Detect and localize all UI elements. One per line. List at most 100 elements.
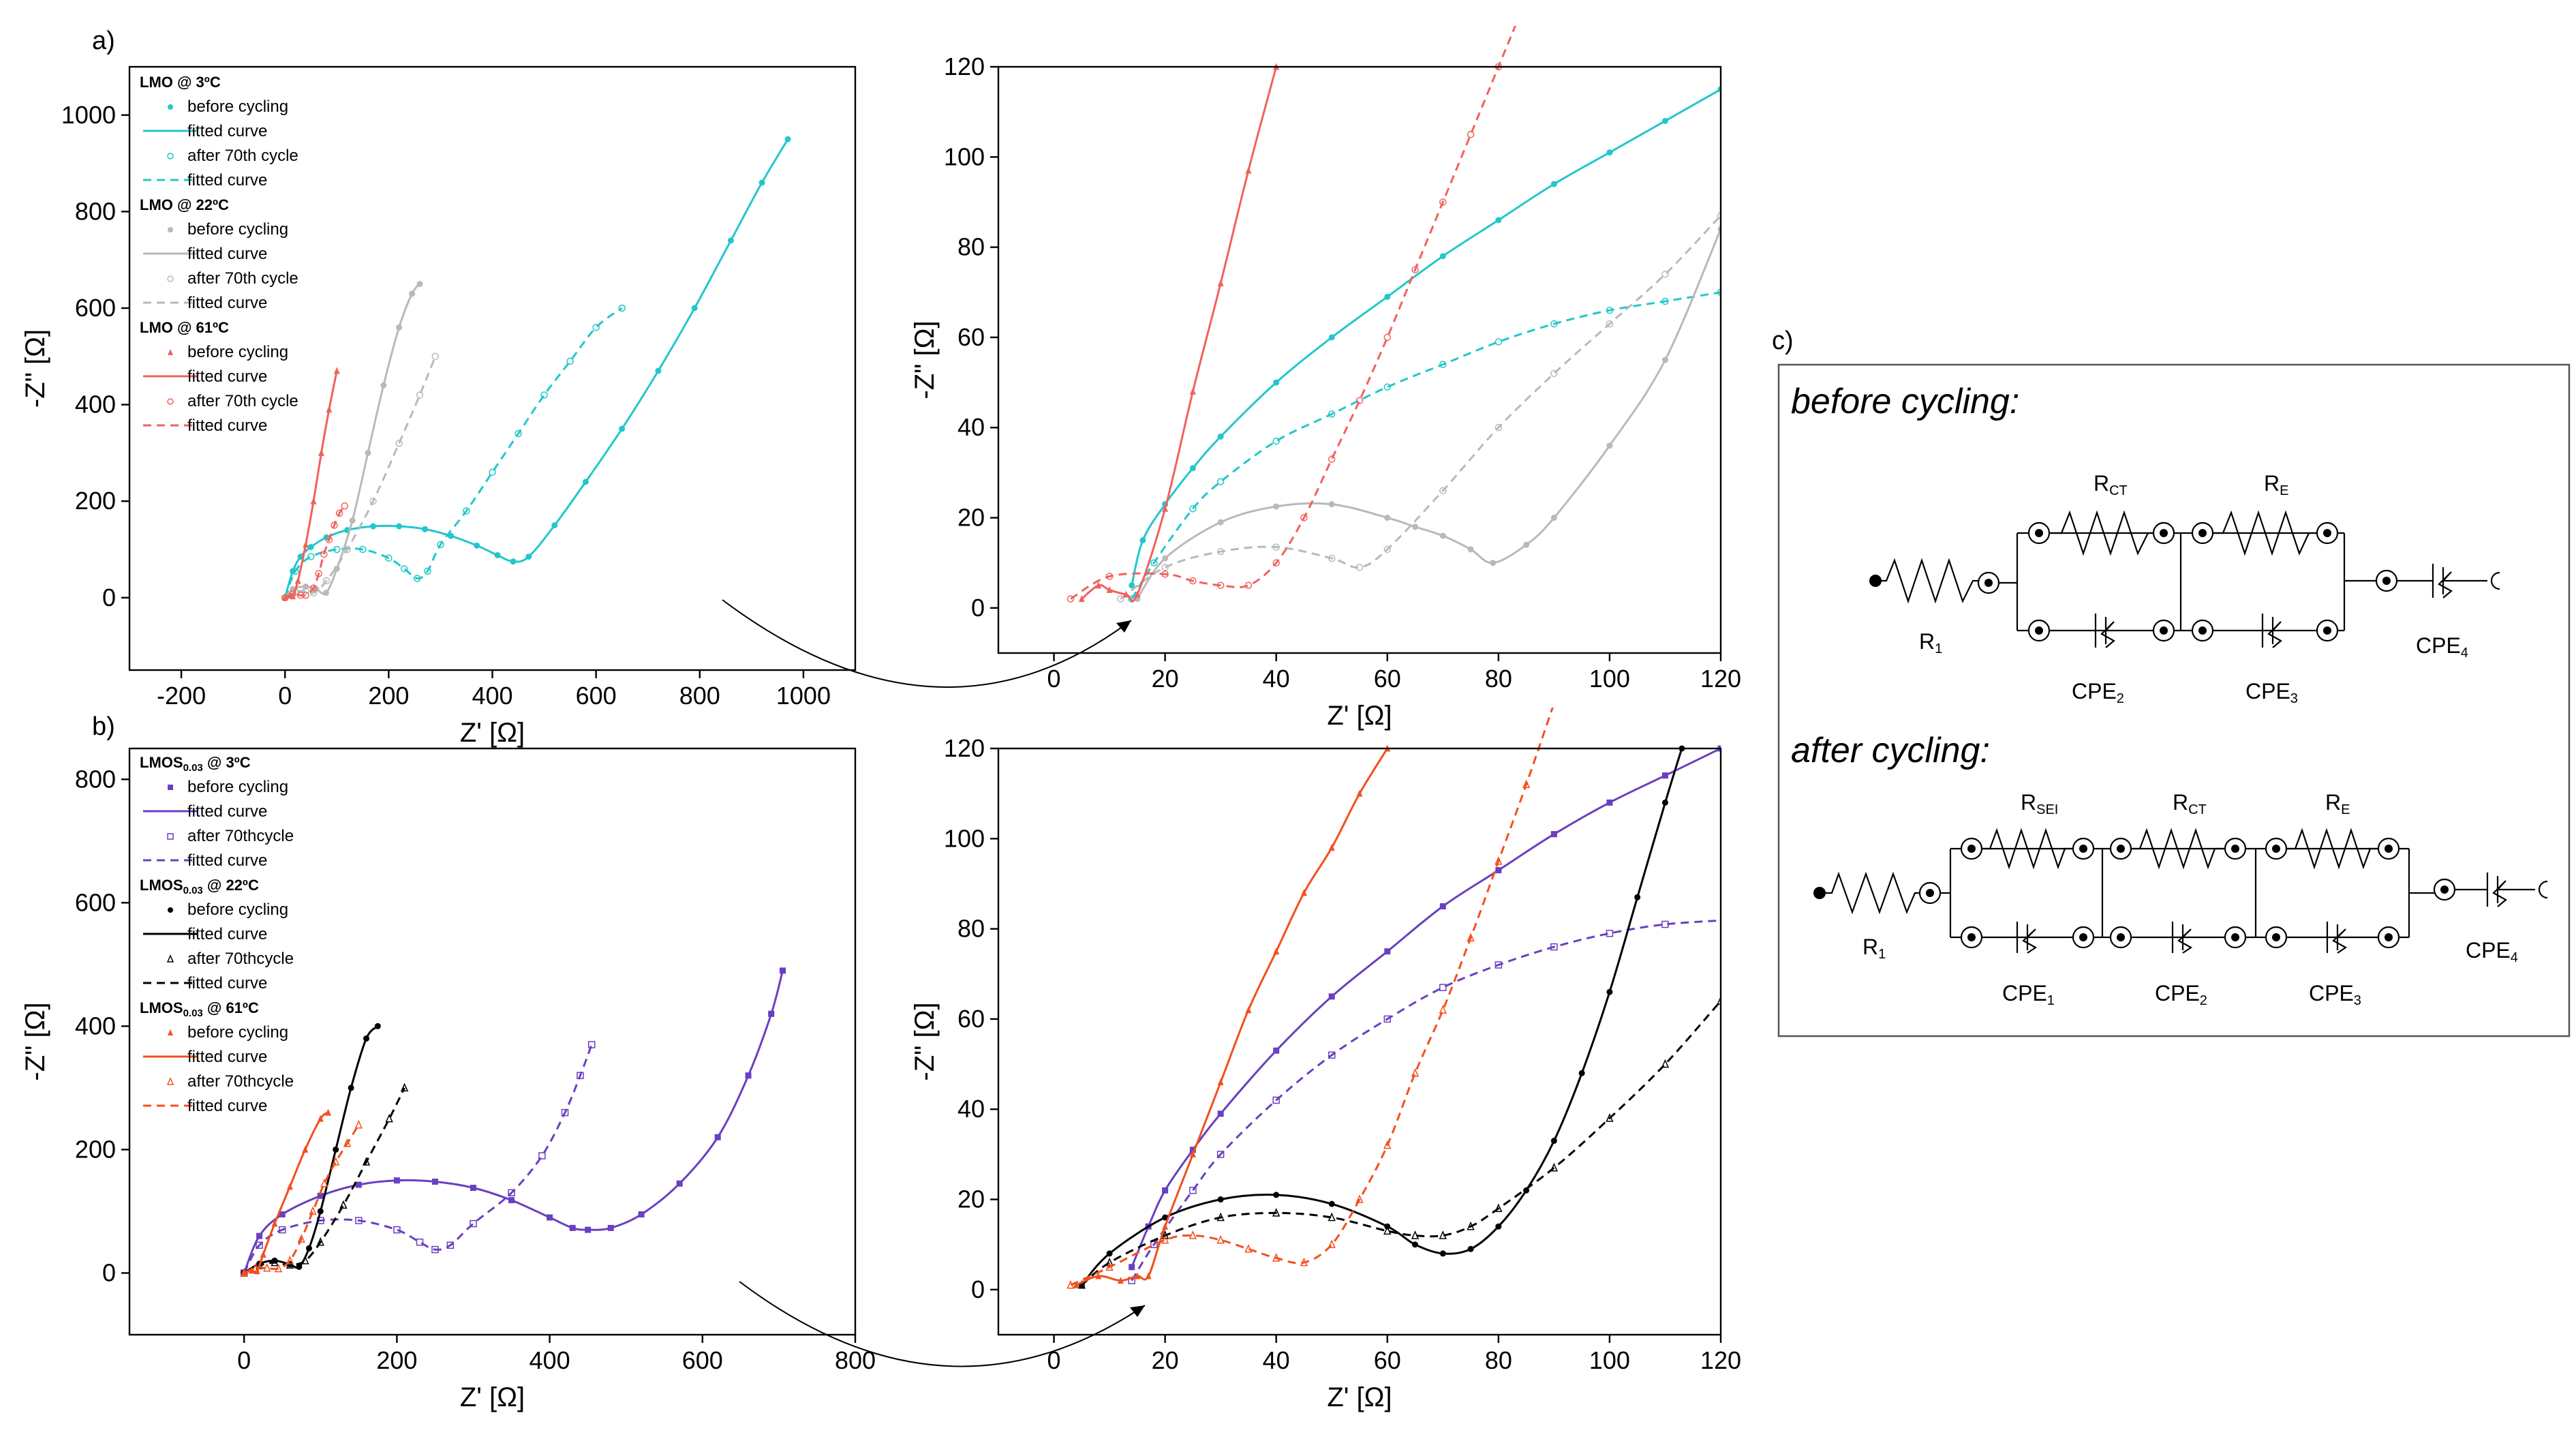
legend-label: fitted curve [187, 416, 267, 435]
data-point [302, 592, 309, 599]
data-point [1439, 1005, 1447, 1014]
data-point [1439, 487, 1447, 495]
data-point [1273, 503, 1280, 510]
data-point [355, 1181, 362, 1188]
data-point [292, 567, 299, 575]
x-tick-label: 0 [1047, 1346, 1061, 1374]
node [2377, 926, 2400, 949]
data-point [317, 1115, 324, 1122]
legend-label: after 70th cycle [187, 392, 298, 410]
data-point [1216, 581, 1225, 590]
data-point [1661, 920, 1669, 928]
data-point [780, 967, 786, 974]
legend-label: fitted curve [187, 925, 267, 943]
x-tick-label: 60 [1374, 1346, 1401, 1374]
circuit-before: R1 RCT RE CPE2 CPE3 CPE4 [1869, 471, 2500, 706]
data-point [302, 587, 309, 595]
data-point [393, 1177, 400, 1184]
x-tick-label: 600 [576, 682, 617, 710]
data-point [289, 590, 296, 598]
series-lmos-3-c-before-cycling [241, 967, 786, 1276]
data-point [1550, 1162, 1559, 1172]
y-tick-label: 120 [944, 734, 985, 762]
zoom-arrow-b-head [1130, 1305, 1145, 1317]
series-line [1131, 291, 1721, 600]
data-point [263, 1262, 271, 1272]
node [2027, 619, 2051, 642]
data-point [525, 554, 532, 560]
data-point [1494, 423, 1503, 431]
data-point [494, 551, 501, 558]
data-point [1494, 856, 1503, 865]
data-point [1328, 455, 1336, 463]
data-point [1412, 524, 1419, 530]
node [2109, 837, 2132, 860]
data-point [1067, 1279, 1075, 1289]
data-point [1383, 1226, 1392, 1235]
data-point [1384, 515, 1391, 521]
legend-label: after 70th cycle [187, 147, 298, 165]
cpe4-icon [2455, 873, 2548, 907]
data-point [1439, 1250, 1446, 1257]
data-point [1606, 149, 1613, 156]
legend-heading-tail: @ 61ºC [203, 999, 259, 1016]
y-axis-title: -Z" [Ω] [910, 1002, 940, 1080]
cpe3-icon [2326, 922, 2348, 954]
data-point [335, 509, 343, 517]
data-point [307, 553, 315, 560]
data-point [256, 1241, 263, 1249]
data-point [168, 349, 173, 355]
legend-heading-sub: 0.03 [183, 762, 203, 774]
legend-label: after 70thcycle [187, 1072, 294, 1091]
legend-label: before cycling [187, 97, 288, 116]
data-point [1077, 1279, 1086, 1289]
data-point [638, 1211, 645, 1217]
data-point [1300, 889, 1307, 896]
chart-a-full: -200 0 200 400 600 800 1000 0 200 400 600 800 1000 Z'… [20, 65, 857, 748]
series-line [243, 1087, 405, 1274]
legend-heading-text: LMO @ 3ºC [140, 74, 221, 91]
data-point [1661, 271, 1669, 278]
data-point [1523, 0, 1529, 2]
legend-label: fitted curve [187, 802, 267, 821]
legend-label: fitted curve [187, 1048, 267, 1066]
data-point [1300, 1257, 1308, 1267]
resistor-rct [2049, 510, 2155, 556]
data-point [577, 1072, 584, 1080]
data-point [316, 1237, 324, 1246]
series-line [284, 505, 346, 599]
series-line [1131, 747, 1721, 1268]
data-point [587, 1041, 596, 1048]
y-tick-label: 40 [957, 1095, 985, 1123]
data-point [1490, 560, 1497, 566]
data-point [409, 290, 416, 297]
data-point [279, 1211, 286, 1217]
data-point [1550, 320, 1558, 328]
x-tick-label: 20 [1152, 665, 1179, 693]
y-tick-label: 100 [944, 824, 985, 852]
data-point [1162, 1214, 1169, 1221]
x-tick-label: 100 [1589, 1346, 1630, 1374]
data-point [1328, 334, 1335, 341]
data-point [296, 592, 305, 599]
series-lmo-3-c-before-cycling [1129, 86, 1721, 589]
data-point [1216, 1151, 1225, 1158]
data-point [1161, 564, 1169, 571]
data-point [1139, 537, 1146, 544]
data-point [1150, 559, 1158, 566]
data-point [1494, 1203, 1503, 1213]
data-point [1439, 198, 1447, 206]
x-tick-label: 0 [1047, 665, 1061, 693]
y-tick-label: 60 [957, 1005, 985, 1033]
data-point [326, 406, 333, 413]
data-point [1606, 929, 1614, 937]
x-tick-label: 20 [1152, 1346, 1179, 1374]
y-tick-label: 80 [957, 915, 985, 943]
x-tick-label: 800 [835, 1346, 876, 1374]
data-point [1134, 590, 1141, 598]
data-point [1661, 799, 1668, 806]
data-point [655, 367, 662, 374]
data-point [1578, 1070, 1585, 1076]
data-point [1550, 181, 1557, 187]
y-tick-label: 400 [75, 1012, 116, 1040]
